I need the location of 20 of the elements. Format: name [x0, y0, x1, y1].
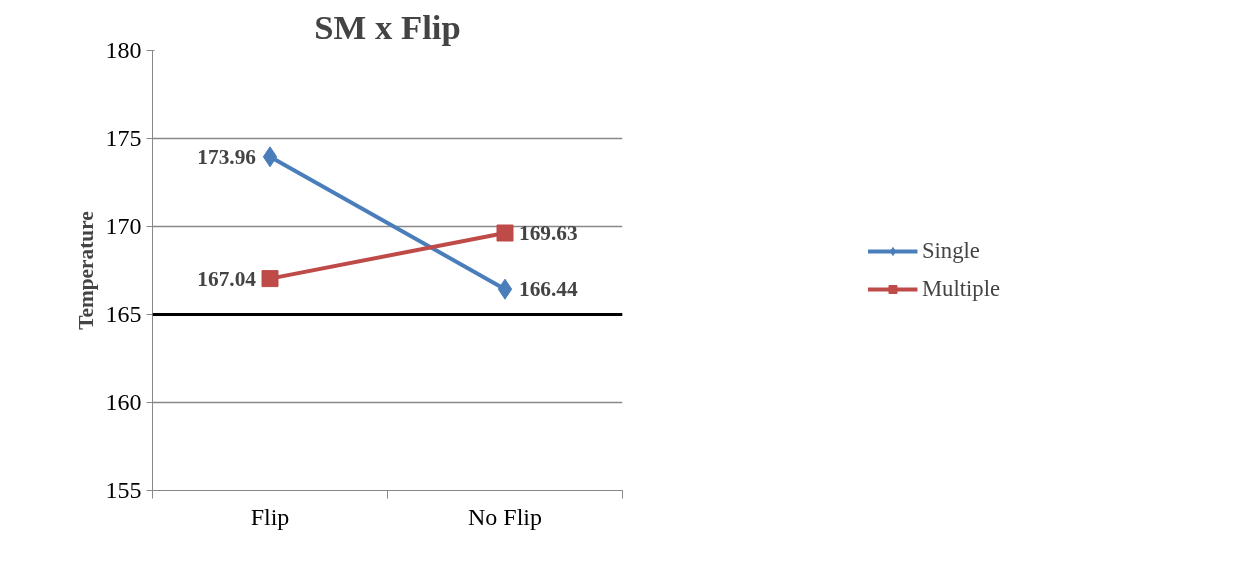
data-label: 169.63: [519, 221, 578, 246]
point: [497, 278, 513, 300]
y-tick-label: 165: [105, 301, 142, 327]
point: [262, 146, 278, 168]
x-tick-label: No Flip: [467, 503, 543, 530]
y-tick-label: 170: [105, 213, 142, 239]
y-tick-label: 175: [105, 125, 142, 151]
data-label: 173.96: [197, 144, 257, 169]
point: [496, 224, 514, 242]
legend-label: Multiple: [921, 276, 1001, 302]
x-tick-label: Flip: [250, 503, 290, 530]
y-axis-title: Temperature: [73, 211, 98, 330]
legend-label: Single: [921, 238, 980, 264]
y-tick-label: 180: [105, 37, 142, 63]
data-label: 166.44: [519, 277, 578, 302]
point: [261, 270, 279, 288]
data-label: 167.04: [197, 266, 257, 291]
y-tick-label: 155: [105, 477, 142, 503]
y-tick-label: 160: [105, 389, 142, 415]
chart-title: SM x Flip: [314, 7, 461, 46]
